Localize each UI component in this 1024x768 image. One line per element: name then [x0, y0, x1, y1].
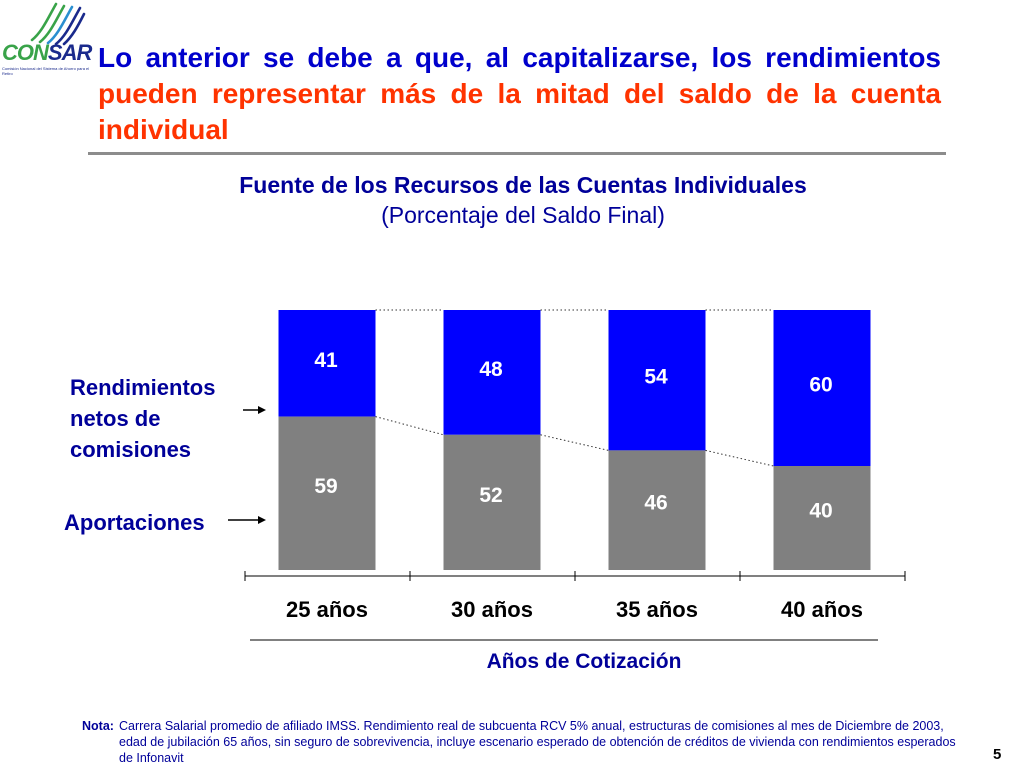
- bar-rendimientos: [443, 310, 541, 435]
- headline-divider: [88, 152, 946, 155]
- connector-split: [705, 449, 774, 467]
- series-label-aportaciones: Aportaciones: [64, 510, 205, 535]
- data-label-rendimientos: 41: [314, 349, 338, 372]
- arrow-aportaciones-head: [258, 516, 266, 524]
- data-label-rendimientos: 48: [479, 358, 503, 381]
- x-tick-label: 35 años: [616, 597, 698, 622]
- bar-aportaciones: [608, 450, 706, 570]
- consar-logo: CONSAR Comisión Nacional del Sistema de …: [0, 0, 96, 82]
- chart-title: Fuente de los Recursos de las Cuentas In…: [239, 172, 807, 198]
- bar-rendimientos: [278, 310, 376, 417]
- bar-aportaciones: [278, 416, 376, 570]
- connector-split: [540, 434, 609, 451]
- connector-split: [375, 416, 444, 436]
- bar-aportaciones: [773, 466, 871, 570]
- consar-logo-emblem: [30, 2, 86, 46]
- data-label-aportaciones: 46: [644, 492, 667, 515]
- data-label-rendimientos: 60: [809, 374, 832, 397]
- arrow-rendimientos-head: [258, 406, 266, 414]
- series-label-rendimientos: Rendimientos netos de comisiones: [70, 375, 216, 462]
- headline-red-text: pueden representar más de la mitad del s…: [98, 78, 941, 145]
- data-label-aportaciones: 52: [479, 484, 502, 507]
- x-axis-title: Años de Cotización: [486, 650, 682, 673]
- consar-logo-subtitle: Comisión Nacional del Sistema de Ahorro …: [2, 66, 90, 76]
- chart-subtitle: (Porcentaje del Saldo Final): [381, 202, 665, 228]
- data-label-aportaciones: 59: [314, 475, 337, 498]
- bar-rendimientos: [608, 310, 706, 451]
- x-tick-label: 25 años: [286, 597, 368, 622]
- headline-blue-text: Lo anterior se debe a que, al capitaliza…: [98, 42, 941, 73]
- data-label-rendimientos: 54: [644, 366, 668, 389]
- footnote-text: Carrera Salarial promedio de afiliado IM…: [119, 719, 956, 765]
- data-label-aportaciones: 40: [809, 500, 832, 523]
- consar-logo-text: CONSAR: [2, 40, 92, 65]
- footnote-label: Nota:: [82, 719, 114, 733]
- page-number: 5: [993, 746, 1002, 763]
- slide-headline: Lo anterior se debe a que, al capitaliza…: [98, 40, 941, 148]
- x-tick-label: 40 años: [781, 597, 863, 622]
- bar-rendimientos: [773, 310, 871, 466]
- x-tick-label: 30 años: [451, 597, 533, 622]
- footnote: Nota: Carrera Salarial promedio de afili…: [82, 718, 972, 766]
- bar-aportaciones: [443, 434, 541, 570]
